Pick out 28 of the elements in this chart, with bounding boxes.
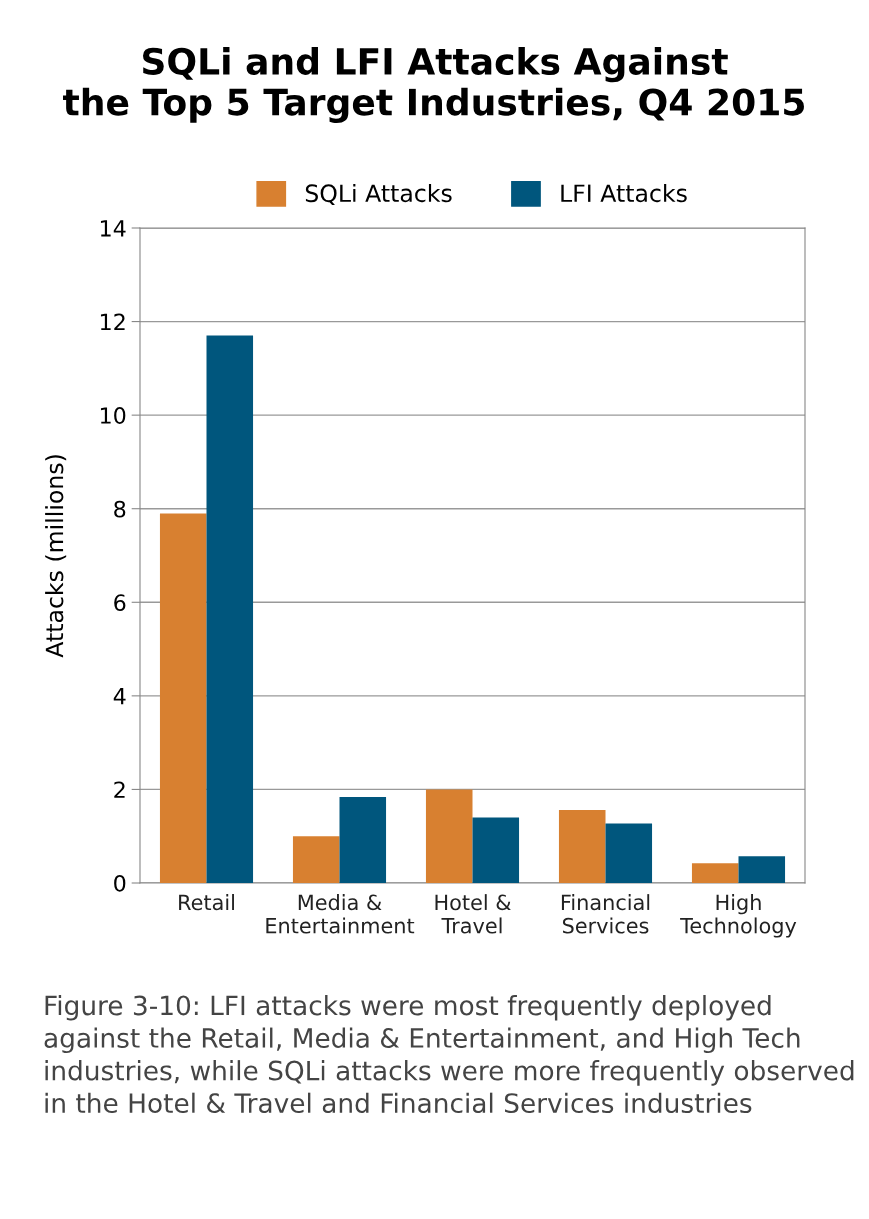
bar — [738, 856, 786, 883]
legend-label: SQLi Attacks — [305, 183, 452, 205]
y-tick-label: 8 — [114, 500, 126, 518]
x-tick-label: Media & Entertainment — [266, 894, 415, 934]
bar — [292, 836, 340, 883]
y-tick-label: 14 — [100, 220, 126, 237]
y-tick-label: 10 — [100, 407, 126, 424]
x-tick-label: Hotel & Travel — [435, 894, 511, 934]
y-tick-label: 4 — [113, 688, 126, 705]
caption: Figure 3-10: LFI attacks were most frequently deployed against the Retail, Media & Entertainment, and High Tech industries, while SQLi attacks were more frequently observed in the Hotel & Travel and Financial Services industries — [44, 995, 854, 1114]
bar — [605, 823, 653, 883]
x-tick-label: Retail — [179, 894, 234, 911]
chart-title: SQLi and LFI Attacks Against the Top 5 Target Industries, Q4 2015 — [63, 47, 804, 123]
legend-label: LFI Attacks — [561, 183, 687, 203]
x-tick-label: Financial Services — [561, 894, 650, 934]
y-tick-label: 6 — [114, 594, 126, 612]
bar — [339, 796, 387, 883]
y-tick-label: 12 — [100, 313, 125, 331]
bar — [691, 863, 739, 883]
bar — [159, 513, 207, 883]
y-axis-title: Attacks (millions) — [45, 455, 67, 658]
x-tick-label: High Technology — [680, 894, 797, 938]
bar — [472, 817, 520, 883]
y-tick-label: 2 — [114, 781, 125, 798]
y-tick-label: 0 — [114, 874, 126, 892]
bar — [425, 789, 473, 883]
bar — [558, 810, 606, 883]
bar — [206, 335, 254, 883]
